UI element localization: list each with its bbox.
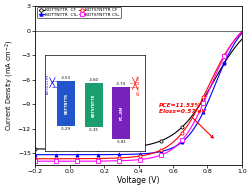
Text: PCE=11.53%
Eloss=0.57 eV: PCE=11.53% Eloss=0.57 eV: [158, 103, 212, 138]
Y-axis label: Current Density (mA cm$^{-2}$): Current Density (mA cm$^{-2}$): [4, 40, 16, 131]
X-axis label: Voltage (V): Voltage (V): [117, 176, 159, 185]
Legend: BDTTNTTR  CF, BDTTNTTR  CS₂, BDTSTNTTR CF, BDTSTNTTR CS₂: BDTTNTTR CF, BDTTNTTR CS₂, BDTSTNTTR CF,…: [37, 7, 121, 18]
